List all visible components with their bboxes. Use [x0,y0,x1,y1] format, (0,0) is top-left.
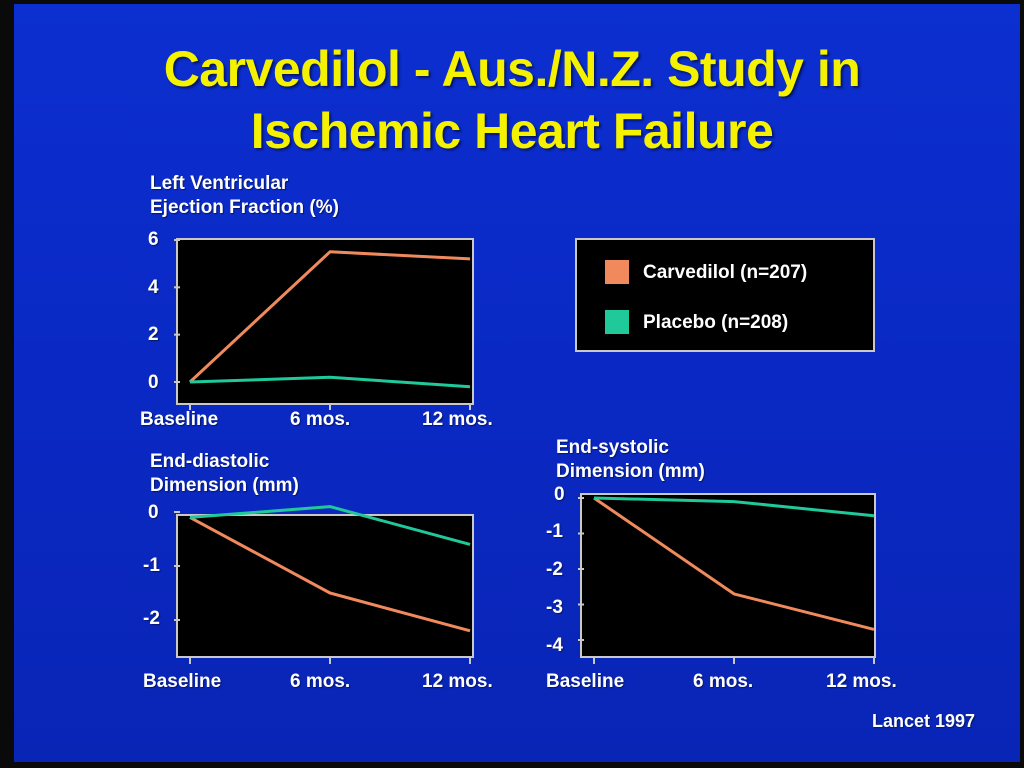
chart2-ytick: 0 [148,502,159,523]
chart1-ytick: 0 [148,372,159,393]
chart1-ytick: 6 [148,229,159,250]
source-citation: Lancet 1997 [872,711,976,731]
chart1-series-carvedilol-line [188,250,471,384]
chart1-xtick: Baseline [140,409,219,430]
chart1-xtick: 12 mos. [422,409,493,430]
chart3-ytick: -3 [546,597,563,618]
chart1-ylabel-line1: Left Ventricular [150,173,289,194]
chart3-ytick: -2 [546,559,563,580]
chart3-series-carvedilol-line [593,496,875,631]
legend: Carvedilol (n=207) Placebo (n=208) [575,238,875,352]
chart1-ytick: 2 [148,324,159,345]
chart3-ytick: -1 [546,521,563,542]
legend-label-placebo: Placebo (n=208) [643,312,789,333]
chart3-ytick: 0 [554,484,565,505]
chart2-series-placebo-line [189,505,471,546]
chart3-xtick: 6 mos. [693,671,754,692]
chart3-ytick: -4 [546,635,563,656]
chart1-ytick: 4 [148,277,159,298]
chart2-xtick: 6 mos. [290,671,351,692]
chart3-ylabel-line2: Dimension (mm) [556,461,705,482]
chart2-ylabel-line2: Dimension (mm) [150,475,299,496]
chart1-series-placebo-line [189,375,471,389]
chart2-series-carvedilol-line [189,516,471,633]
chart1-ylabel-line2: Ejection Fraction (%) [150,197,339,218]
chart1-xtick: 6 mos. [290,409,351,430]
chart2-ytick: -1 [143,555,160,576]
chart3-xtick: 12 mos. [826,671,897,692]
legend-swatch-placebo [605,310,629,334]
chart3-ylabel-line1: End-systolic [556,437,669,458]
chart2-ylabel-line1: End-diastolic [150,451,270,472]
legend-label-carvedilol: Carvedilol (n=207) [643,262,808,283]
chart3-series-placebo-line [593,496,875,518]
slide-title-line1: Carvedilol - Aus./N.Z. Study in [163,41,861,97]
chart2-xtick: 12 mos. [422,671,493,692]
chart2-xtick: Baseline [143,671,222,692]
chart2-ytick: -2 [143,608,160,629]
chart3-xtick: Baseline [546,671,625,692]
slide-title-line2: Ischemic Heart Failure [250,103,774,159]
legend-swatch-carvedilol [605,260,629,284]
